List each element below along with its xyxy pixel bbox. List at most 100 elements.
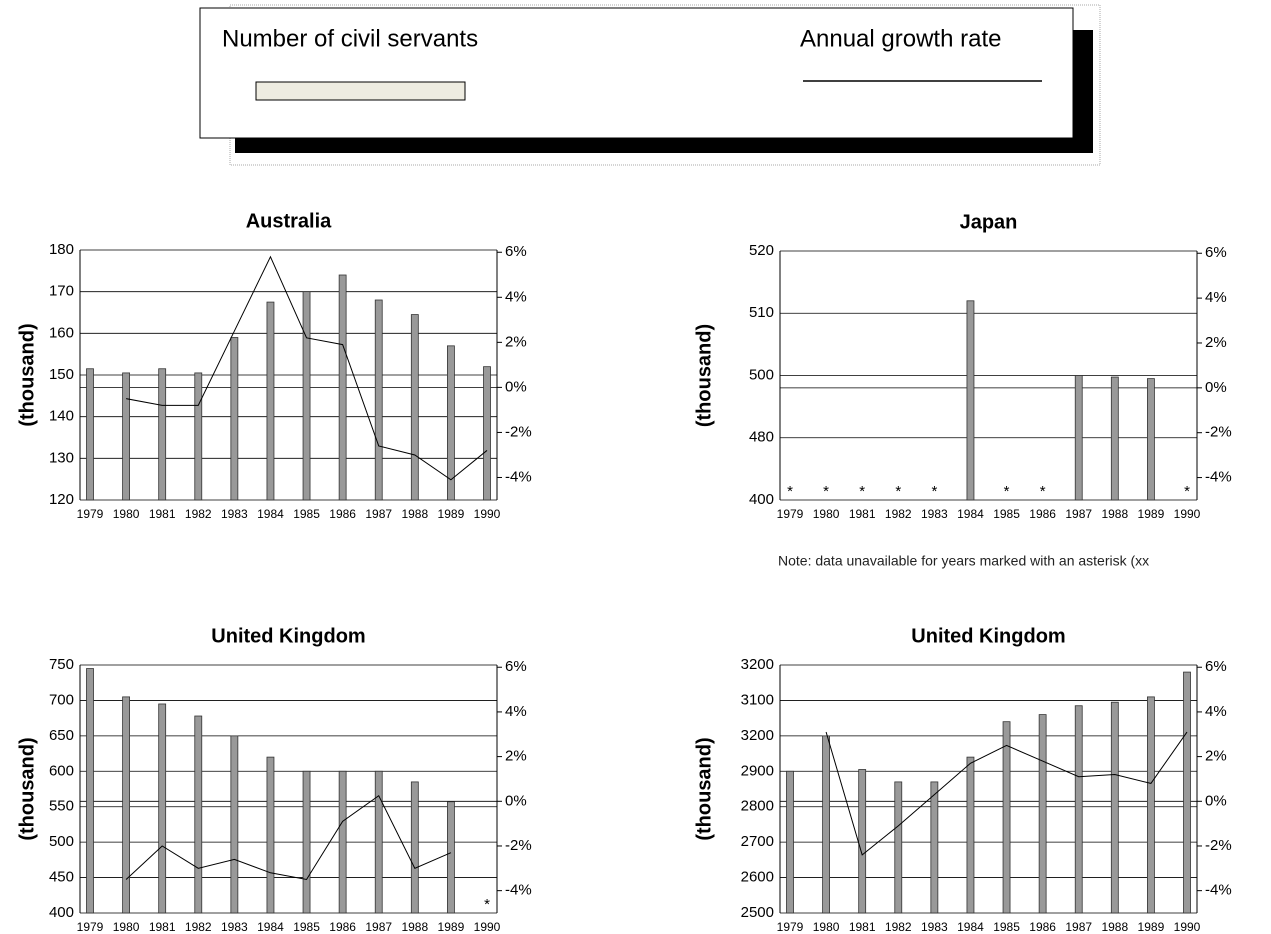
x-tick-label: 1981 bbox=[849, 507, 876, 521]
y2-tick-label: -2% bbox=[1205, 424, 1232, 441]
x-tick-label: 1987 bbox=[365, 507, 392, 521]
bar bbox=[194, 715, 203, 914]
legend-swatch bbox=[255, 81, 466, 101]
y-tick-label: 150 bbox=[49, 366, 74, 383]
bar bbox=[447, 345, 455, 501]
x-tick-label: 1988 bbox=[401, 920, 428, 934]
bar bbox=[158, 703, 167, 914]
x-tick-label: 1985 bbox=[293, 920, 320, 934]
x-tick-label: 1987 bbox=[1065, 507, 1092, 521]
x-tick-label: 1984 bbox=[257, 920, 284, 934]
y2-tick-label: 6% bbox=[505, 658, 527, 675]
bar bbox=[786, 770, 794, 914]
y2-tick-label: 6% bbox=[505, 243, 527, 260]
bar bbox=[266, 301, 275, 501]
growth-line bbox=[825, 731, 1188, 856]
x-tick-label: 1986 bbox=[1029, 507, 1056, 521]
bar bbox=[822, 735, 830, 914]
y2-tick-label: -4% bbox=[1205, 469, 1232, 486]
bar bbox=[966, 300, 975, 501]
x-tick-label: 1980 bbox=[113, 507, 140, 521]
bar bbox=[1110, 701, 1119, 914]
bar bbox=[1147, 378, 1155, 501]
y2-tick-label: 2% bbox=[1205, 334, 1227, 351]
x-tick-label: 1979 bbox=[77, 920, 104, 934]
bar bbox=[158, 368, 167, 501]
bar bbox=[410, 314, 419, 501]
x-tick-label: 1983 bbox=[921, 507, 948, 521]
x-tick-label: 1987 bbox=[365, 920, 392, 934]
bar bbox=[302, 291, 311, 501]
x-tick-label: 1980 bbox=[813, 507, 840, 521]
y-tick-label: 2900 bbox=[741, 762, 774, 779]
x-tick-label: 1990 bbox=[474, 507, 501, 521]
y-tick-label: 700 bbox=[49, 691, 74, 708]
bar bbox=[86, 368, 94, 501]
y2-tick-label: 6% bbox=[1205, 658, 1227, 675]
chart-title: United Kingdom bbox=[211, 625, 365, 647]
x-tick-label: 1986 bbox=[1029, 920, 1056, 934]
y2-tick-label: -4% bbox=[505, 882, 532, 899]
x-tick-label: 1988 bbox=[1101, 920, 1128, 934]
legend-label: Number of civil servants bbox=[222, 25, 478, 52]
y2-tick-label: 4% bbox=[1205, 703, 1227, 720]
x-tick-label: 1980 bbox=[813, 920, 840, 934]
x-tick-label: 1984 bbox=[957, 507, 984, 521]
missing-marker: * bbox=[931, 483, 937, 500]
y-tick-label: 450 bbox=[49, 869, 74, 886]
note: Note: data unavailable for years marked … bbox=[778, 553, 1149, 569]
y-tick-label: 2700 bbox=[741, 833, 774, 850]
x-tick-label: 1989 bbox=[438, 920, 465, 934]
y-tick-label: 3100 bbox=[741, 691, 774, 708]
bar bbox=[1110, 376, 1119, 501]
x-tick-label: 1985 bbox=[993, 920, 1020, 934]
y2-tick-label: 0% bbox=[505, 378, 527, 395]
y-tick-label: 2500 bbox=[741, 904, 774, 921]
legend-label: Annual growth rate bbox=[800, 25, 1001, 52]
bar bbox=[1038, 714, 1047, 914]
bar bbox=[122, 696, 130, 914]
missing-marker: * bbox=[859, 483, 865, 500]
y-tick-label: 520 bbox=[749, 242, 774, 259]
y-tick-label: 500 bbox=[749, 366, 774, 383]
bar bbox=[338, 770, 347, 914]
x-tick-label: 1989 bbox=[1138, 507, 1165, 521]
chart-title: Japan bbox=[960, 211, 1018, 233]
y2-tick-label: -2% bbox=[505, 423, 532, 440]
y-tick-label: 3200 bbox=[741, 656, 774, 673]
y-tick-label: 650 bbox=[49, 727, 74, 744]
y2-tick-label: 6% bbox=[1205, 244, 1227, 261]
y-tick-label: 120 bbox=[49, 491, 74, 508]
x-tick-label: 1982 bbox=[185, 507, 212, 521]
chart-title: Australia bbox=[246, 210, 332, 232]
x-tick-label: 1990 bbox=[474, 920, 501, 934]
bar bbox=[86, 668, 94, 914]
missing-marker: * bbox=[1184, 483, 1190, 500]
y-tick-label: 400 bbox=[49, 904, 74, 921]
y-tick-label: 3200 bbox=[741, 727, 774, 744]
x-tick-label: 1989 bbox=[1138, 920, 1165, 934]
x-tick-label: 1984 bbox=[257, 507, 284, 521]
x-tick-label: 1982 bbox=[885, 920, 912, 934]
bar bbox=[266, 756, 275, 914]
y-axis-label: (thousand) bbox=[16, 737, 38, 840]
y2-tick-label: 2% bbox=[505, 333, 527, 350]
bar bbox=[894, 781, 903, 914]
y-axis-label: (thousand) bbox=[693, 324, 715, 427]
y2-tick-label: 2% bbox=[1205, 748, 1227, 765]
y-tick-label: 160 bbox=[49, 324, 74, 341]
x-tick-label: 1980 bbox=[113, 920, 140, 934]
missing-marker: * bbox=[1004, 483, 1010, 500]
y-tick-label: 180 bbox=[49, 241, 74, 258]
bar bbox=[1147, 696, 1155, 914]
bar bbox=[1183, 671, 1191, 914]
y-tick-label: 480 bbox=[749, 429, 774, 446]
bar bbox=[230, 735, 239, 914]
x-tick-label: 1981 bbox=[849, 920, 876, 934]
y-axis-label: (thousand) bbox=[693, 737, 715, 840]
growth-line bbox=[125, 794, 452, 881]
bar bbox=[483, 366, 491, 501]
x-tick-label: 1983 bbox=[921, 920, 948, 934]
y-tick-label: 140 bbox=[49, 408, 74, 425]
